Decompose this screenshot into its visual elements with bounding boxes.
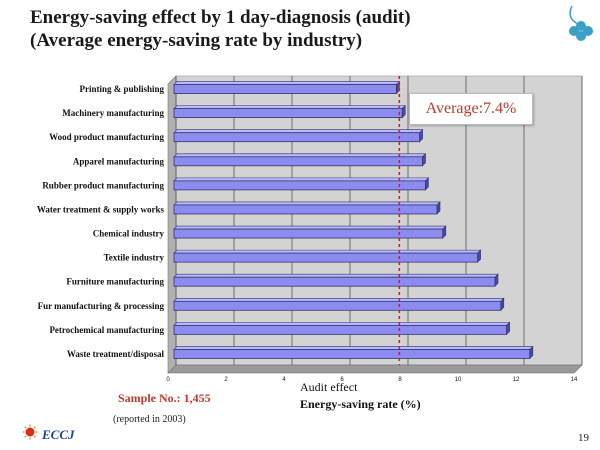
bar bbox=[173, 132, 421, 143]
category-label: Furniture manufacturing bbox=[66, 277, 164, 287]
category-label: Water treatment & supply works bbox=[37, 204, 165, 214]
x-tick-label: 10 bbox=[455, 377, 462, 383]
plot-floor bbox=[167, 364, 583, 374]
category-label: Waste treatment/disposal bbox=[67, 349, 165, 359]
category-label: Petrochemical manufacturing bbox=[49, 325, 164, 335]
category-label: Printing & publishing bbox=[79, 84, 164, 94]
bar-top bbox=[173, 346, 534, 350]
category-label: Machinery manufacturing bbox=[62, 108, 164, 118]
page-title: Energy-saving effect by 1 day-diagnosis … bbox=[30, 6, 411, 52]
bar bbox=[173, 349, 531, 359]
bar-top bbox=[173, 322, 511, 326]
bar bbox=[173, 228, 444, 239]
x-tick-label: 4 bbox=[282, 377, 286, 383]
x-axis-label-line-2: Energy-saving rate (%) bbox=[300, 397, 421, 411]
bar bbox=[173, 276, 496, 287]
bar-top bbox=[173, 201, 441, 206]
x-tick-label: 2 bbox=[224, 377, 228, 383]
category-label: Rubber product manufacturing bbox=[42, 180, 164, 190]
x-tick-label: 6 bbox=[340, 377, 344, 383]
x-tick-label: 8 bbox=[398, 377, 402, 383]
org-name: ECCJ bbox=[42, 426, 75, 442]
bar-top bbox=[173, 249, 482, 254]
x-tick-label: 14 bbox=[571, 377, 578, 383]
x-tick-label: 12 bbox=[513, 377, 520, 383]
category-label: Apparel manufacturing bbox=[73, 156, 165, 166]
bar bbox=[173, 252, 479, 263]
page-number: 19 bbox=[578, 432, 589, 444]
bar bbox=[173, 180, 426, 191]
bar-top bbox=[173, 177, 430, 182]
bar bbox=[173, 84, 397, 94]
bar bbox=[173, 204, 438, 215]
category-label: Textile industry bbox=[104, 253, 165, 263]
eccj-logo: ECCJ bbox=[22, 424, 75, 445]
bar bbox=[173, 156, 423, 167]
title-line-1: Energy-saving effect by 1 day-diagnosis … bbox=[30, 7, 411, 28]
sun-logo-icon bbox=[22, 424, 38, 445]
category-label: Fur manufacturing & processing bbox=[38, 301, 165, 311]
bar-top bbox=[173, 129, 424, 134]
category-label: Chemical industry bbox=[93, 229, 165, 239]
title-line-2: (Average energy-saving rate by industry) bbox=[30, 30, 363, 51]
bar-top bbox=[173, 297, 505, 302]
bar-top bbox=[173, 105, 406, 109]
x-axis-label-line-1: Audit effect bbox=[300, 380, 358, 394]
bar-top bbox=[173, 225, 447, 230]
clover-logo-icon bbox=[566, 4, 596, 49]
reported-note: (reported in 2003) bbox=[113, 414, 186, 425]
category-label: Wood product manufacturing bbox=[49, 132, 164, 142]
bar bbox=[173, 108, 403, 119]
bar-top bbox=[173, 153, 427, 158]
bar-top bbox=[173, 81, 401, 85]
x-tick-label: 0 bbox=[166, 377, 170, 383]
bar-top bbox=[173, 273, 499, 278]
bar bbox=[173, 300, 502, 311]
bar bbox=[173, 324, 508, 335]
sample-count: Sample No.: 1,455 bbox=[118, 391, 211, 405]
average-callout: Average:7.4% bbox=[409, 93, 533, 125]
